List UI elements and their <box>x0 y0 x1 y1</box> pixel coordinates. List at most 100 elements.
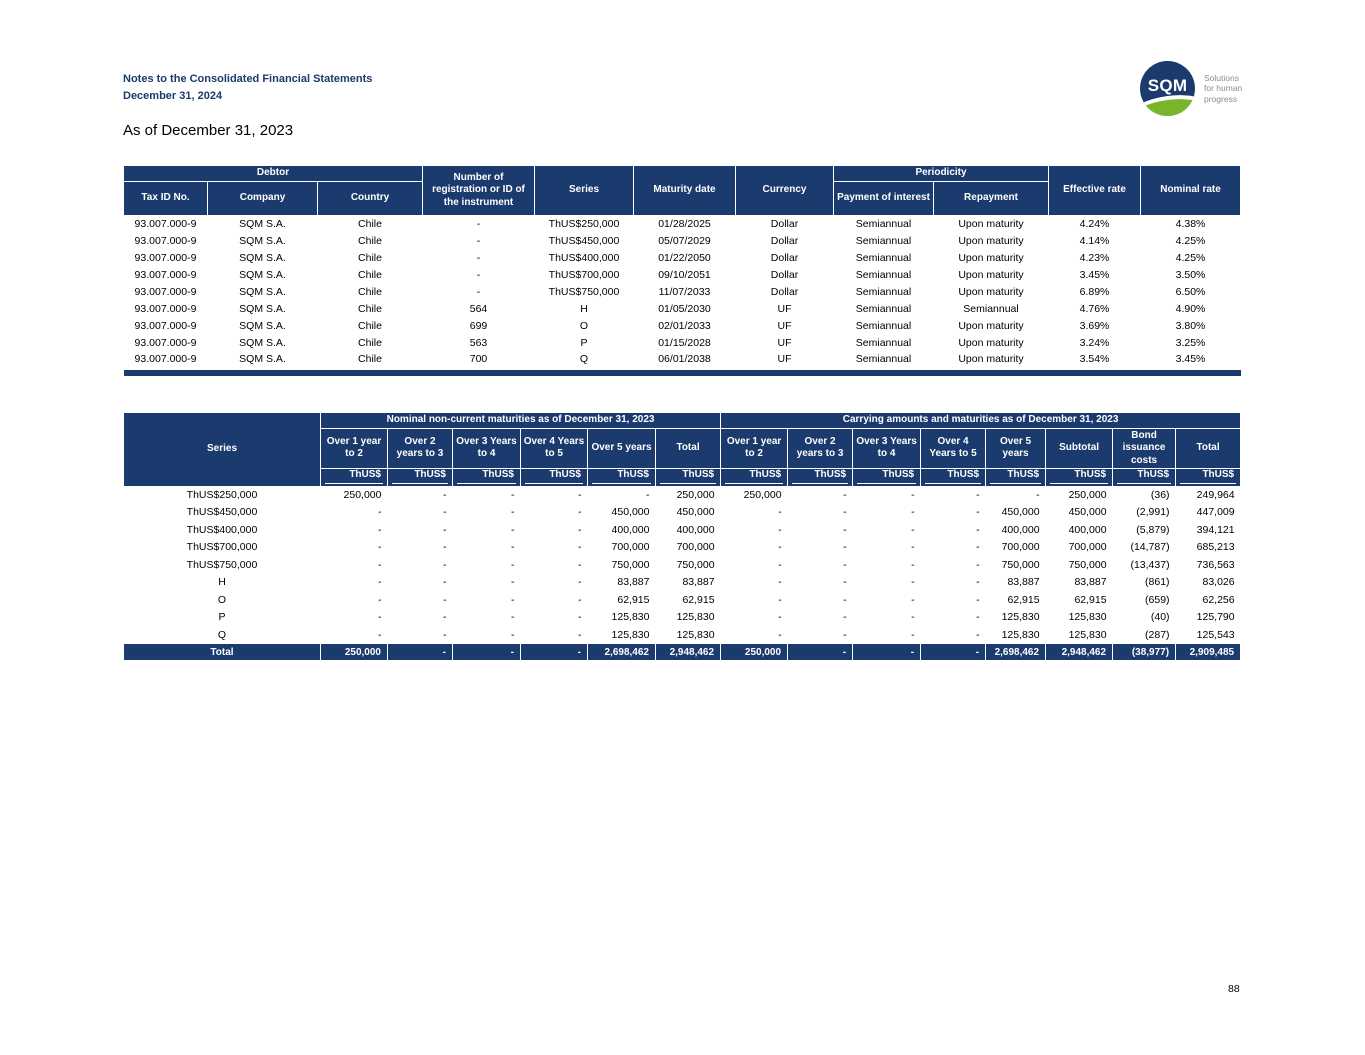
value-cell: - <box>843 523 847 536</box>
unit-header: ThUS$ <box>654 468 722 487</box>
value-cell: (36) <box>1150 489 1170 501</box>
value-cell: - <box>843 506 847 519</box>
debt-table-row: 93.007.000-9 SQM S.A. Chile - ThUS$700,000 09… <box>124 266 1241 283</box>
value-cell: - <box>778 558 782 571</box>
value-cell: - <box>778 593 782 606</box>
value-cell: - <box>511 558 515 571</box>
debt-table-cell: SQM S.A. <box>239 234 286 247</box>
col-header-effective-rate: Effective rate <box>1048 165 1142 216</box>
value-cell: 685,213 <box>1196 541 1235 554</box>
unit-header: ThUS$ <box>985 468 1047 487</box>
total-value-cell: 2,698,462 <box>985 643 1047 661</box>
value-cell: - <box>578 558 582 571</box>
debt-table-cell: 3.24% <box>1079 336 1110 349</box>
debt-table-row: 93.007.000-9 SQM S.A. Chile - ThUS$400,000 01… <box>124 249 1241 266</box>
debt-table-cell: UF <box>777 319 792 332</box>
debt-table-cell: Semiannual <box>855 302 912 315</box>
value-cell: - <box>378 506 382 519</box>
debt-table-cell: SQM S.A. <box>239 336 286 349</box>
debt-table-cell: Upon maturity <box>958 352 1024 365</box>
total-value-cell: (38,977) <box>1112 643 1177 661</box>
value-cell: - <box>843 541 847 554</box>
debt-table-cell: - <box>476 217 481 230</box>
value-cell: - <box>511 506 515 519</box>
value-cell: (2,991) <box>1136 506 1170 519</box>
col-header-nominal-over4: Over 4 Years to 5 <box>520 427 588 469</box>
unit-header: ThUS$ <box>720 468 789 487</box>
col-header-subtotal: Subtotal <box>1045 427 1114 469</box>
value-cell: (13,437) <box>1130 558 1170 571</box>
value-cell: 700,000 <box>1068 541 1107 554</box>
debt-table-row: 93.007.000-9 SQM S.A. Chile - ThUS$450,000 05… <box>124 232 1241 249</box>
debt-table-cell: Upon maturity <box>958 285 1024 298</box>
debt-table-cell: 564 <box>469 302 488 315</box>
maturity-table-body: ThUS$250,000 250,000 - - - - 250,000 250,000 - - -… <box>124 486 1241 644</box>
debt-table-cell: 4.76% <box>1079 302 1110 315</box>
debt-table-cell: Upon maturity <box>958 268 1024 281</box>
debt-table-cell: Upon maturity <box>958 319 1024 332</box>
debt-table-cell: Chile <box>358 302 382 315</box>
col-header-maturity-date: Maturity date <box>633 165 736 216</box>
series-cell: ThUS$400,000 <box>186 523 258 536</box>
value-cell: 450,000 <box>676 506 715 519</box>
series-cell: ThUS$450,000 <box>186 506 258 519</box>
value-cell: 700,000 <box>1001 541 1040 554</box>
col-header-nominal-over3: Over 3 Years to 4 <box>452 427 521 469</box>
value-cell: - <box>976 611 980 624</box>
total-value-cell: - <box>852 643 922 661</box>
maturity-table-row: ThUS$400,000 - - - - 400,000 400,000 - - - - 400,00… <box>124 521 1241 539</box>
unit-header: ThUS$ <box>1175 468 1242 487</box>
value-cell: 394,121 <box>1196 523 1235 536</box>
debt-table-cell: SQM S.A. <box>239 251 286 264</box>
value-cell: 125,830 <box>611 628 650 641</box>
value-cell: (5,879) <box>1136 523 1170 536</box>
sqm-logo-mark: SQM <box>1140 61 1195 116</box>
debt-table-cell: 4.23% <box>1079 251 1110 264</box>
value-cell: 400,000 <box>1068 523 1107 536</box>
debt-table-cell: 01/22/2050 <box>658 251 711 264</box>
value-cell: - <box>443 489 447 501</box>
value-cell: 125,830 <box>676 611 715 624</box>
value-cell: 125,830 <box>611 611 650 624</box>
col-header-carrying-over5: Over 5 years <box>985 427 1047 469</box>
maturity-table-row: P - - - - 125,830 125,830 - - - - 125,830 125,830 (40… <box>124 609 1241 627</box>
debt-table-cell: Semiannual <box>855 319 912 332</box>
total-value-cell: - <box>787 643 854 661</box>
debt-table-row: 93.007.000-9 SQM S.A. Chile 564 H 01/05/2030 U… <box>124 300 1241 317</box>
debt-table-cell: Semiannual <box>855 285 912 298</box>
total-value-cell: 2,948,462 <box>654 643 722 661</box>
debt-table-cell: O <box>579 319 589 332</box>
maturity-table-row: ThUS$450,000 - - - - 450,000 450,000 - - - - 450,00… <box>124 504 1241 522</box>
bottom-bar <box>123 366 1241 376</box>
unit-header: ThUS$ <box>1112 468 1177 487</box>
col-header-country: Country <box>317 180 423 216</box>
value-cell: - <box>911 558 915 571</box>
debt-table-cell: UF <box>777 352 792 365</box>
debt-table-cell: ThUS$750,000 <box>548 285 620 298</box>
total-value-cell: - <box>920 643 987 661</box>
debt-table-cell: ThUS$400,000 <box>548 251 620 264</box>
table2-unit-row: ThUS$ ThUS$ ThUS$ ThUS$ ThUS$ ThUS$ ThUS… <box>124 468 1242 487</box>
value-cell: - <box>976 489 980 501</box>
value-cell: 250,000 <box>343 489 382 501</box>
value-cell: - <box>511 593 515 606</box>
tagline-line: progress <box>1204 93 1238 104</box>
debt-table-cell: Upon maturity <box>958 234 1024 247</box>
debt-table-cell: H <box>580 302 588 315</box>
unit-header: ThUS$ <box>920 468 987 487</box>
value-cell: - <box>378 558 382 571</box>
value-cell: - <box>443 611 447 624</box>
value-cell: 62,915 <box>682 593 715 606</box>
debt-table-cell: Chile <box>358 251 382 264</box>
debt-table-cell: UF <box>777 336 792 349</box>
col-header-tax-id: Tax ID No. <box>123 180 208 216</box>
value-cell: - <box>911 506 915 519</box>
col-header-nominal-over2: Over 2 years to 3 <box>387 427 453 469</box>
value-cell: 736,563 <box>1196 558 1235 571</box>
col-header-registration: Number of registration or ID of the inst… <box>422 165 535 216</box>
value-cell: - <box>778 611 782 624</box>
value-cell: - <box>443 523 447 536</box>
debt-table-cell: 3.45% <box>1079 268 1110 281</box>
debt-table-cell: 3.54% <box>1079 352 1110 365</box>
col-group-debtor: Debtor <box>123 165 423 182</box>
